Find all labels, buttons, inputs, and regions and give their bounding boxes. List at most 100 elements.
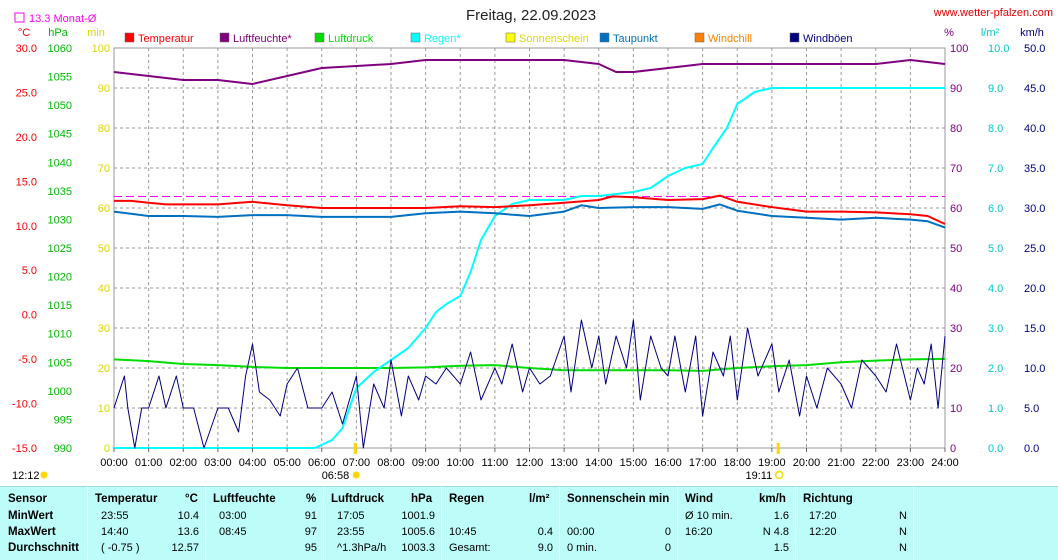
legend-label-0: Temperatur <box>138 33 194 45</box>
legend-swatch-1 <box>219 32 230 43</box>
series-taupunkt <box>113 203 946 229</box>
col-divider <box>913 487 914 560</box>
legend-label-7: Windböen <box>803 33 853 45</box>
sunset-label: 19:11 <box>746 470 773 482</box>
pressure-tick-11: 1005 <box>48 357 72 369</box>
sunshine-tick-3: 70 <box>98 163 110 175</box>
stats-cell-temp-time: 14:40 <box>101 526 129 538</box>
pressure-tick-2: 1050 <box>48 100 72 112</box>
rain-tick-9: 1.0 <box>988 403 1003 415</box>
col-divider <box>559 487 560 560</box>
stats-cell-temp-val: 13.6 <box>177 526 199 538</box>
col-divider <box>87 487 88 560</box>
x-tick-3: 03:00 <box>204 457 232 469</box>
pressure-tick-7: 1025 <box>48 243 72 255</box>
stats-row-label: Durchschnitt <box>8 542 79 554</box>
time-marker-label: 12:12 <box>12 470 40 482</box>
col-divider <box>441 487 442 560</box>
chart-title: Freitag, 22.09.2023 <box>466 7 596 24</box>
stats-cell-sun-time: 00:00 <box>567 526 595 538</box>
header-sonnenschein: Sonnenschein min <box>567 493 670 505</box>
rain-tick-7: 3.0 <box>988 323 1003 335</box>
stats-cell-press-time: 17:05 <box>337 510 365 522</box>
temperature-tick-0: 30.0 <box>16 43 37 55</box>
stats-cell-wind-val: N 4.8 <box>762 526 789 538</box>
pressure-tick-4: 1040 <box>48 157 72 169</box>
x-tick-23: 23:00 <box>897 457 925 469</box>
x-tick-12: 12:00 <box>516 457 544 469</box>
wind-tick-9: 5.0 <box>1024 403 1039 415</box>
temperature-tick-8: -10.0 <box>12 399 37 411</box>
sunshine-unit: min <box>87 27 105 39</box>
x-tick-15: 15:00 <box>620 457 648 469</box>
legend-label-1: Luftfeuchte* <box>233 33 292 45</box>
sunrise-icon <box>352 471 360 479</box>
x-tick-5: 05:00 <box>273 457 301 469</box>
humidity-tick-4: 60 <box>950 203 962 215</box>
col-divider <box>677 487 678 560</box>
x-axis: 00:00 01:00 02:00 03:00 04:00 05:00 06:00 07:00… <box>12 443 959 482</box>
pressure-tick-10: 1010 <box>48 329 72 341</box>
legend-swatch-5 <box>599 32 610 43</box>
legend-label-6: Windchill <box>708 33 752 45</box>
stats-cell-dir-val: N <box>899 542 907 554</box>
stats-cell-dir-time: 12:20 <box>809 526 837 538</box>
header-press-unit: hPa <box>411 493 433 505</box>
legend: Temperatur Luftfeuchte* Luftdruck Regen* Son… <box>124 32 853 45</box>
stats-row-label: MinWert <box>8 510 54 522</box>
sunshine-tick-5: 50 <box>98 243 110 255</box>
stats-cell-press-val: 1001.9 <box>401 510 435 522</box>
rain-tick-5: 5.0 <box>988 243 1003 255</box>
x-tick-16: 16:00 <box>654 457 682 469</box>
stats-cell-temp-time: 23:55 <box>101 510 129 522</box>
x-tick-19: 19:00 <box>758 457 786 469</box>
series-luftfeuchte <box>113 59 946 85</box>
grid <box>113 47 946 449</box>
temperature-tick-7: -5.0 <box>18 354 37 366</box>
stats-cell-temp-time: ( -0.75 ) <box>101 542 140 554</box>
stats-cell-rain-time: 10:45 <box>449 526 477 538</box>
x-tick-24: 24:00 <box>931 457 959 469</box>
x-tick-21: 21:00 <box>827 457 855 469</box>
weather-chart: Freitag, 22.09.2023 www.wetter-pfalzen.c… <box>12 7 1053 482</box>
stats-cell-wind-time: Ø 10 min. <box>685 510 733 522</box>
stats-cell-wind-val: 1.6 <box>773 510 789 522</box>
website-label[interactable]: www.wetter-pfalzen.com <box>933 7 1053 19</box>
series-regen <box>114 87 945 449</box>
sunset-icon <box>774 470 784 480</box>
humidity-unit: % <box>944 27 954 39</box>
stats-cell-hum-time: 08:45 <box>219 526 247 538</box>
x-tick-13: 13:00 <box>550 457 578 469</box>
stats-cell-rain-time: Gesamt: <box>449 542 491 554</box>
stats-cell-press-val: 1003.3 <box>401 542 435 554</box>
stats-cell-hum-val: 91 <box>304 510 317 522</box>
stats-cell-hum-val: 95 <box>304 542 317 554</box>
sunshine-tick-7: 30 <box>98 323 110 335</box>
header-richtung: Richtung <box>803 493 853 505</box>
temperature-tick-3: 15.0 <box>16 176 37 188</box>
x-tick-4: 04:00 <box>239 457 267 469</box>
temperature-tick-4: 10.0 <box>16 221 37 233</box>
pressure-tick-14: 990 <box>54 443 72 455</box>
sunshine-tick-4: 60 <box>98 203 110 215</box>
wind-tick-1: 45.0 <box>1024 83 1045 95</box>
header-regen: Regen <box>449 493 485 505</box>
stats-cell-dir-val: N <box>899 510 907 522</box>
rain-tick-0: 10.0 <box>988 43 1009 55</box>
stats-cell-dir-time: 17:20 <box>809 510 837 522</box>
stats-cell-rain-val: 0.4 <box>537 526 553 538</box>
pressure-tick-1: 1055 <box>48 72 72 84</box>
col-divider <box>323 487 324 560</box>
pressure-tick-12: 1000 <box>48 386 72 398</box>
wind-tick-5: 25.0 <box>1024 243 1045 255</box>
rain-unit: l/m² <box>981 27 1000 39</box>
header-temperatur: Temperatur <box>95 493 158 505</box>
temperature-tick-6: 0.0 <box>22 310 37 322</box>
header-wind-unit: km/h <box>759 493 786 505</box>
stats-cell-dir-val: N <box>899 526 907 538</box>
stats-row-label: MaxWert <box>8 526 56 538</box>
series-windben <box>113 319 946 449</box>
sunshine-tick-10: 0 <box>104 443 110 455</box>
time-marker-icon <box>40 471 48 479</box>
header-rain-unit: l/m² <box>529 493 550 505</box>
